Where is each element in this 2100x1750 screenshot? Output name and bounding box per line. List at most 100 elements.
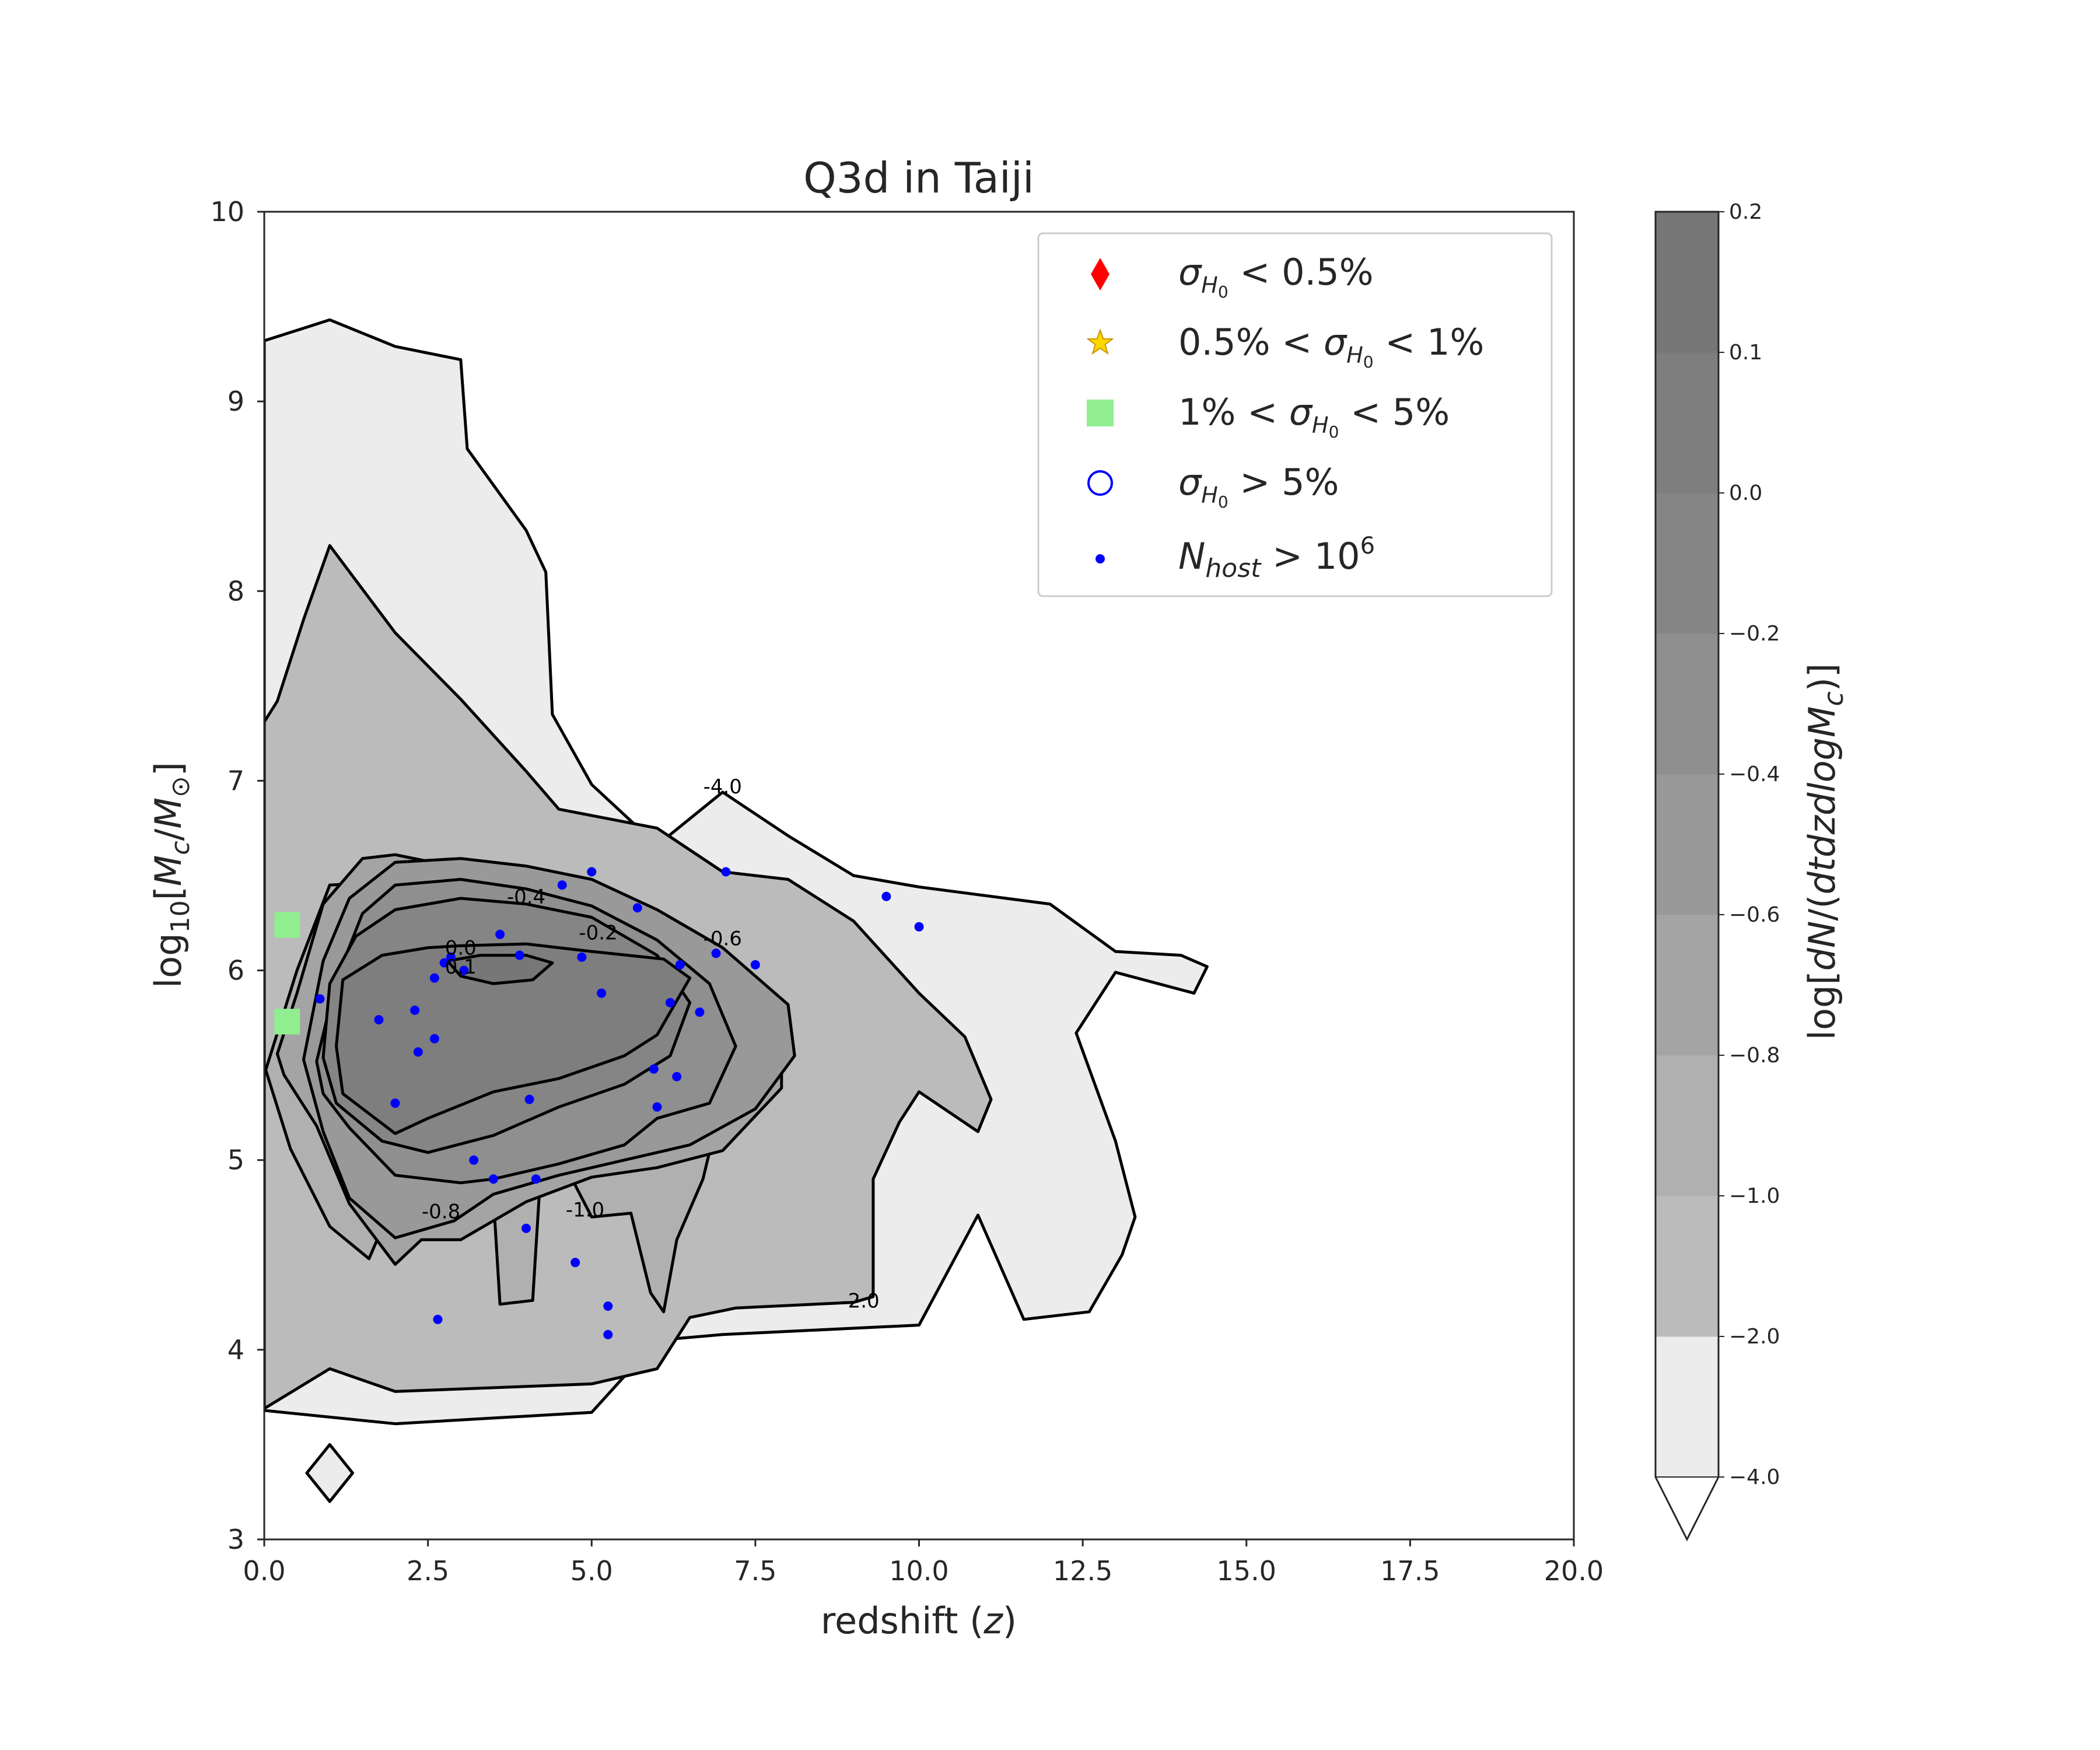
- colorbar-tick-label: −0.6: [1729, 903, 1780, 927]
- contour-label: 0.0: [445, 937, 477, 960]
- x-tick-label: 15.0: [1217, 1555, 1276, 1587]
- green-square-point: [274, 912, 300, 938]
- host-point: [597, 988, 607, 998]
- legend-item-gold-star: 0.5% < σH0 < 1%: [1087, 321, 1484, 372]
- host-point: [413, 1047, 423, 1057]
- host-point: [675, 960, 685, 970]
- colorbar-tick-label: −1.0: [1729, 1184, 1780, 1208]
- svg-text:Nhost > 106: Nhost > 106: [1178, 533, 1375, 583]
- x-tick-label: 2.5: [407, 1555, 449, 1587]
- host-point: [531, 1174, 541, 1184]
- contour-label: -0.2: [579, 922, 617, 945]
- colorbar-segment: [1656, 1196, 1718, 1337]
- colorbar-segment: [1656, 634, 1718, 775]
- x-tick-label: 12.5: [1053, 1555, 1112, 1587]
- legend-item-blue-dot: Nhost > 106: [1096, 533, 1375, 583]
- scatter-layer: [274, 867, 924, 1339]
- x-axis-label: redshift (z): [821, 1600, 1017, 1642]
- contour-label: -0.4: [507, 886, 545, 909]
- contour-layer: [264, 318, 1209, 1503]
- x-tick-label: 7.5: [734, 1555, 776, 1587]
- colorbar-tick-label: −0.8: [1729, 1044, 1780, 1068]
- contour-label: -0.8: [422, 1200, 460, 1224]
- contour-label: -1.0: [566, 1198, 604, 1222]
- y-axis-label: log10[Mc/M⊙]: [147, 762, 195, 988]
- host-point: [695, 1007, 705, 1017]
- green-square-point: [274, 1009, 300, 1035]
- colorbar-tick-label: −2.0: [1729, 1325, 1780, 1349]
- host-point: [914, 922, 924, 932]
- blue-open-circle-icon: [1087, 470, 1113, 496]
- host-point: [433, 1314, 443, 1324]
- contour-label: 0.1: [445, 956, 477, 979]
- x-tick-label: 20.0: [1544, 1555, 1604, 1587]
- host-point: [495, 929, 505, 939]
- host-point: [577, 952, 587, 962]
- host-point: [446, 952, 456, 962]
- colorbar-segment: [1656, 212, 1718, 353]
- host-point: [632, 903, 642, 913]
- host-point: [374, 1015, 384, 1025]
- host-point: [469, 1155, 479, 1165]
- host-point: [557, 880, 567, 890]
- y-tick-label: 7: [228, 765, 244, 796]
- y-axis: 3 4 5 6 7 8 9 10: [210, 196, 264, 1555]
- host-point: [524, 1094, 534, 1104]
- green-square-icon: [1087, 400, 1114, 426]
- host-point: [439, 958, 449, 968]
- host-point: [603, 1301, 613, 1311]
- colorbar-extension: [1654, 1476, 1720, 1541]
- legend: σH0 < 0.5% 0.5% < σH0 < 1% 1% < σH0 < 5%…: [1037, 232, 1553, 597]
- host-point: [711, 949, 721, 958]
- colorbar-tick-label: 0.2: [1729, 200, 1762, 224]
- colorbar-tick-label: −0.4: [1729, 762, 1780, 786]
- y-tick-label: 4: [228, 1334, 244, 1366]
- colorbar-segment: [1656, 1055, 1718, 1196]
- contour-label: -0.6: [704, 927, 742, 950]
- colorbar-label: log[dN/(dtdzdlogMc)]: [1801, 663, 1849, 1040]
- colorbar: −4.0 −2.0 −1.0 −0.8 −0.6 −0.4 −0.2 0.0 0.1 0.2: [1654, 200, 1780, 1542]
- x-tick-label: 17.5: [1380, 1555, 1440, 1587]
- y-tick-label: 9: [228, 386, 244, 417]
- host-point: [665, 998, 675, 1007]
- red-diamond-icon: [1091, 258, 1110, 290]
- host-point: [587, 867, 597, 877]
- host-point: [315, 994, 325, 1004]
- host-point: [410, 1005, 420, 1015]
- contour-label: -2.0: [841, 1289, 879, 1312]
- host-point: [881, 891, 891, 901]
- y-tick-label: 8: [228, 575, 244, 607]
- svg-text:0.5% < σH0 < 1%: 0.5% < σH0 < 1%: [1178, 321, 1484, 372]
- host-point: [390, 1098, 400, 1108]
- host-point: [459, 965, 469, 975]
- host-point: [488, 1174, 498, 1184]
- colorbar-tick-label: −0.2: [1729, 622, 1780, 646]
- host-point: [652, 1102, 662, 1112]
- host-point: [522, 1223, 531, 1233]
- colorbar-tick-label: 0.1: [1729, 341, 1762, 365]
- contour-island: [305, 1443, 354, 1503]
- host-point: [672, 1072, 682, 1082]
- legend-item-red-diamond: σH0 < 0.5%: [1091, 251, 1374, 302]
- colorbar-tick-label: −4.0: [1729, 1465, 1780, 1489]
- x-tick-label: 10.0: [889, 1555, 949, 1587]
- legend-box: [1037, 232, 1553, 597]
- host-point: [429, 973, 439, 983]
- colorbar-segment: [1656, 493, 1718, 634]
- colorbar-segment: [1656, 1336, 1718, 1478]
- y-tick-label: 3: [228, 1524, 244, 1555]
- svg-text:σH0 > 5%: σH0 > 5%: [1178, 461, 1339, 512]
- host-point: [721, 867, 731, 877]
- host-point: [514, 950, 524, 960]
- colorbar-segment: [1656, 774, 1718, 915]
- host-point: [603, 1329, 613, 1339]
- legend-item-blue-open-circle: σH0 > 5%: [1087, 461, 1339, 512]
- svg-text:σH0 < 0.5%: σH0 < 0.5%: [1178, 251, 1374, 302]
- y-tick-label: 10: [210, 196, 244, 228]
- host-point: [750, 960, 760, 970]
- contour-label-layer: -4.0 -2.0 -1.0 -0.8 -0.6 -0.4 -0.2 0.00.1: [422, 775, 880, 1312]
- contour-label: -4.0: [704, 775, 742, 799]
- blue-dot-icon: [1096, 554, 1105, 564]
- y-tick-label: 5: [228, 1144, 244, 1176]
